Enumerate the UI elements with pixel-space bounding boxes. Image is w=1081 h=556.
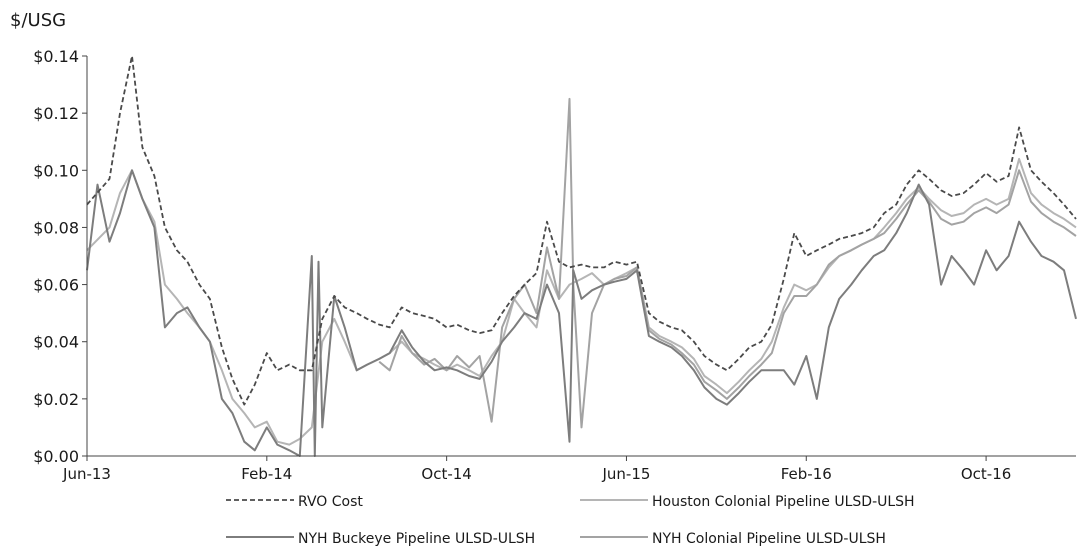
y-tick-label: $0.06	[33, 276, 79, 295]
x-tick-label: Oct-14	[421, 465, 471, 483]
y-axis-unit-label: $/USG	[10, 10, 66, 31]
series-line-nyh-colonial-pipeline-ulsd-ulsh	[378, 97, 1077, 429]
y-tick-label: $0.10	[33, 161, 79, 180]
x-tick-label: Jun-13	[62, 465, 111, 483]
legend-label: Houston Colonial Pipeline ULSD-ULSH	[652, 494, 915, 510]
y-tick-label: $0.14	[33, 47, 79, 66]
y-tick-label: $0.08	[33, 218, 79, 237]
x-tick-label: Jun-15	[601, 465, 650, 483]
y-tick-label: $0.02	[33, 390, 79, 409]
series-line-nyh-buckeye-pipeline-ulsd-ulsh	[86, 169, 1077, 457]
series-layer	[86, 55, 1077, 457]
legend-label: NYH Buckeye Pipeline ULSD-ULSH	[298, 531, 535, 547]
y-tick-label: $0.04	[33, 333, 79, 352]
y-tick-label: $0.00	[33, 447, 79, 466]
x-tick-label: Oct-16	[961, 465, 1011, 483]
x-tick-label: Feb-16	[781, 465, 832, 483]
series-line-houston-colonial-pipeline-ulsd-ulsh	[86, 157, 1077, 446]
x-tick-label: Feb-14	[241, 465, 292, 483]
series-line-rvo-cost	[86, 55, 1077, 406]
x-axis: Jun-13 Feb-14 Oct-14 Jun-15 Feb-16 Oct-16	[62, 456, 1011, 483]
legend: RVO Cost Houston Colonial Pipeline ULSD-U…	[226, 494, 915, 547]
legend-label: NYH Colonial Pipeline ULSD-ULSH	[652, 531, 886, 547]
y-tick-label: $0.12	[33, 104, 79, 123]
y-axis: $0.00 $0.02 $0.04 $0.06 $0.08 $0.10 $0.12 $0.14	[33, 47, 87, 466]
legend-label: RVO Cost	[298, 494, 363, 510]
